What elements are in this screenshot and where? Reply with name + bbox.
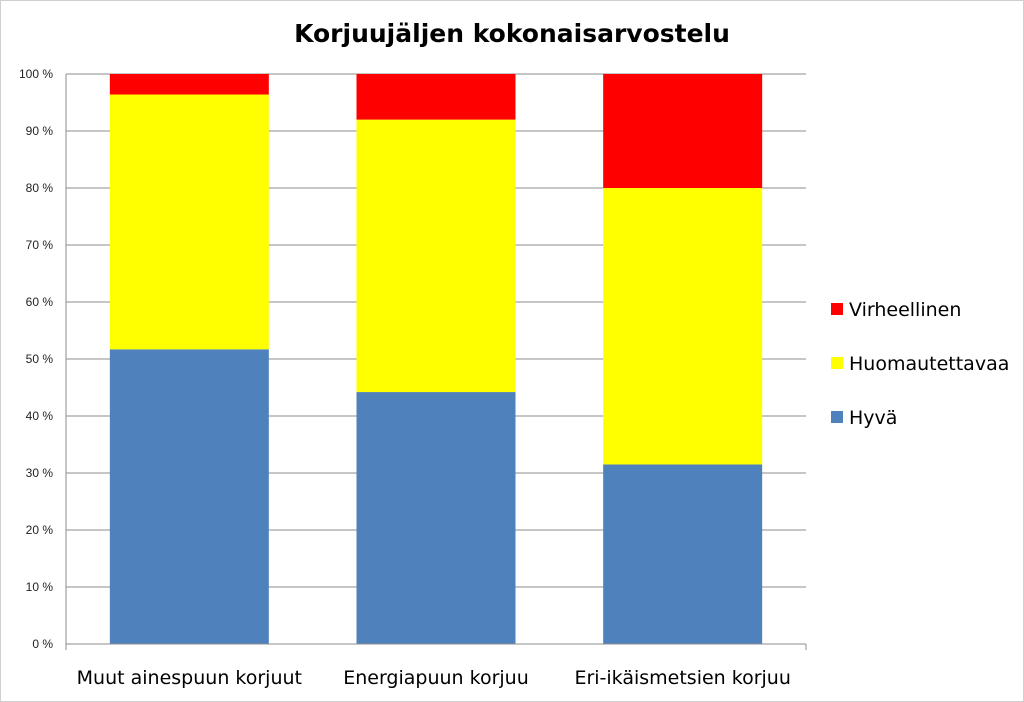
legend-label: Virheellinen — [849, 299, 961, 321]
y-tick-label: 20 % — [26, 523, 54, 537]
legend-swatch — [831, 411, 843, 423]
axes: 0 % 10 % 20 % 30 % 40 % 50 % 60 % 70 % 80 % 90 % 1… — [19, 67, 807, 689]
y-tick-label: 100 % — [19, 67, 53, 81]
y-tick-label: 80 % — [26, 181, 54, 195]
y-tick-label: 50 % — [26, 352, 54, 366]
bars — [109, 74, 763, 644]
x-category-label: Eri-ikäismetsien korjuu — [574, 667, 790, 689]
bar-segment — [603, 188, 763, 465]
bar-segment — [109, 74, 269, 95]
x-category-label: Energiapuun korjuu — [343, 667, 529, 689]
legend-swatch — [831, 357, 843, 369]
bar-segment — [603, 464, 763, 644]
legend-swatch — [831, 303, 843, 315]
bar-segment — [109, 94, 269, 350]
y-tick-label: 40 % — [26, 409, 54, 423]
legend-label: Huomautettavaa — [849, 353, 1009, 375]
y-tick-label: 90 % — [26, 124, 54, 138]
chart-title: Korjuujäljen kokonaisarvostelu — [294, 19, 730, 48]
bar-segment — [356, 74, 516, 120]
y-tick-label: 0 % — [32, 637, 53, 651]
legend-label: Hyvä — [849, 407, 897, 429]
y-tick-label: 70 % — [26, 238, 54, 252]
y-tick-label: 60 % — [26, 295, 54, 309]
bar-segment — [356, 392, 516, 644]
bar-segment — [603, 74, 763, 188]
y-tick-label: 10 % — [26, 580, 54, 594]
bar-segment — [356, 119, 516, 393]
x-category-label: Muut ainespuun korjuut — [77, 667, 302, 689]
y-tick-label: 30 % — [26, 466, 54, 480]
legend: Virheellinen Huomautettavaa Hyvä — [831, 299, 1009, 429]
bar-segment — [109, 349, 269, 644]
